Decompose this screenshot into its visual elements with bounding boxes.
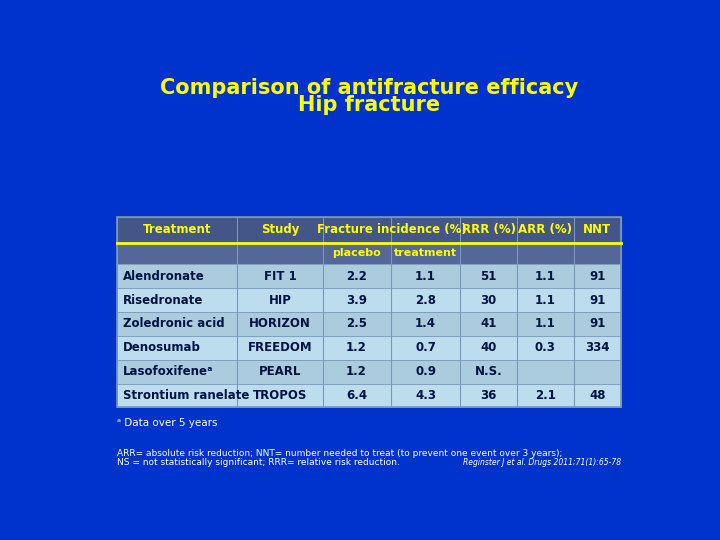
Text: N.S.: N.S.: [475, 365, 503, 378]
Text: Risedronate: Risedronate: [122, 294, 203, 307]
Text: NS = not statistically significant; RRR= relative risk reduction.: NS = not statistically significant; RRR=…: [117, 458, 400, 467]
Text: 334: 334: [585, 341, 610, 354]
Text: 40: 40: [480, 341, 497, 354]
Bar: [117, 264, 621, 288]
Text: Strontium ranelate: Strontium ranelate: [122, 389, 249, 402]
Text: TROPOS: TROPOS: [253, 389, 307, 402]
Text: Alendronate: Alendronate: [122, 269, 204, 282]
Text: Zoledronic acid: Zoledronic acid: [122, 318, 224, 330]
Bar: [117, 217, 621, 242]
Text: placebo: placebo: [332, 248, 381, 259]
Text: HORIZON: HORIZON: [249, 318, 311, 330]
Text: 4.3: 4.3: [415, 389, 436, 402]
Text: 30: 30: [481, 294, 497, 307]
Text: 91: 91: [589, 318, 606, 330]
Text: 1.2: 1.2: [346, 365, 367, 378]
Text: Denosumab: Denosumab: [122, 341, 200, 354]
Text: RRR (%): RRR (%): [462, 224, 516, 237]
Text: 0.9: 0.9: [415, 365, 436, 378]
Bar: [117, 360, 621, 383]
Text: Reginster J et al. Drugs 2011;71(1):65-78: Reginster J et al. Drugs 2011;71(1):65-7…: [463, 458, 621, 467]
Text: 6.4: 6.4: [346, 389, 367, 402]
Text: 3.9: 3.9: [346, 294, 367, 307]
Text: 1.1: 1.1: [415, 269, 436, 282]
Text: PEARL: PEARL: [258, 365, 301, 378]
Bar: [117, 217, 621, 408]
Text: 91: 91: [589, 269, 606, 282]
Text: 1.1: 1.1: [535, 318, 556, 330]
Text: FREEDOM: FREEDOM: [248, 341, 312, 354]
Text: treatment: treatment: [394, 248, 457, 259]
Text: 41: 41: [480, 318, 497, 330]
Text: 1.4: 1.4: [415, 318, 436, 330]
Text: ARR= absolute risk reduction; NNT= number needed to treat (to prevent one event : ARR= absolute risk reduction; NNT= numbe…: [117, 449, 562, 457]
Text: 1.1: 1.1: [535, 269, 556, 282]
Text: NNT: NNT: [583, 224, 611, 237]
Text: 1.2: 1.2: [346, 341, 367, 354]
Text: ARR (%): ARR (%): [518, 224, 572, 237]
Text: Study: Study: [261, 224, 299, 237]
Text: FIT 1: FIT 1: [264, 269, 296, 282]
Text: 2.8: 2.8: [415, 294, 436, 307]
Text: Lasofoxifeneᵃ: Lasofoxifeneᵃ: [122, 365, 213, 378]
Text: ᵃ Data over 5 years: ᵃ Data over 5 years: [117, 418, 217, 428]
Text: HIP: HIP: [269, 294, 292, 307]
Bar: [117, 242, 621, 264]
Text: Comparison of antifracture efficacy: Comparison of antifracture efficacy: [160, 78, 578, 98]
Text: 51: 51: [480, 269, 497, 282]
Text: Fracture incidence (%): Fracture incidence (%): [317, 224, 467, 237]
Bar: [117, 312, 621, 336]
Text: 2.1: 2.1: [535, 389, 556, 402]
Text: Hip fracture: Hip fracture: [298, 95, 440, 115]
Text: 91: 91: [589, 294, 606, 307]
Text: Treatment: Treatment: [143, 224, 212, 237]
Text: 36: 36: [480, 389, 497, 402]
Text: 0.3: 0.3: [535, 341, 556, 354]
Bar: [117, 288, 621, 312]
Text: 2.5: 2.5: [346, 318, 367, 330]
Bar: [117, 383, 621, 408]
Bar: [117, 336, 621, 360]
Text: 1.1: 1.1: [535, 294, 556, 307]
Text: 0.7: 0.7: [415, 341, 436, 354]
Text: 2.2: 2.2: [346, 269, 367, 282]
Text: 48: 48: [589, 389, 606, 402]
